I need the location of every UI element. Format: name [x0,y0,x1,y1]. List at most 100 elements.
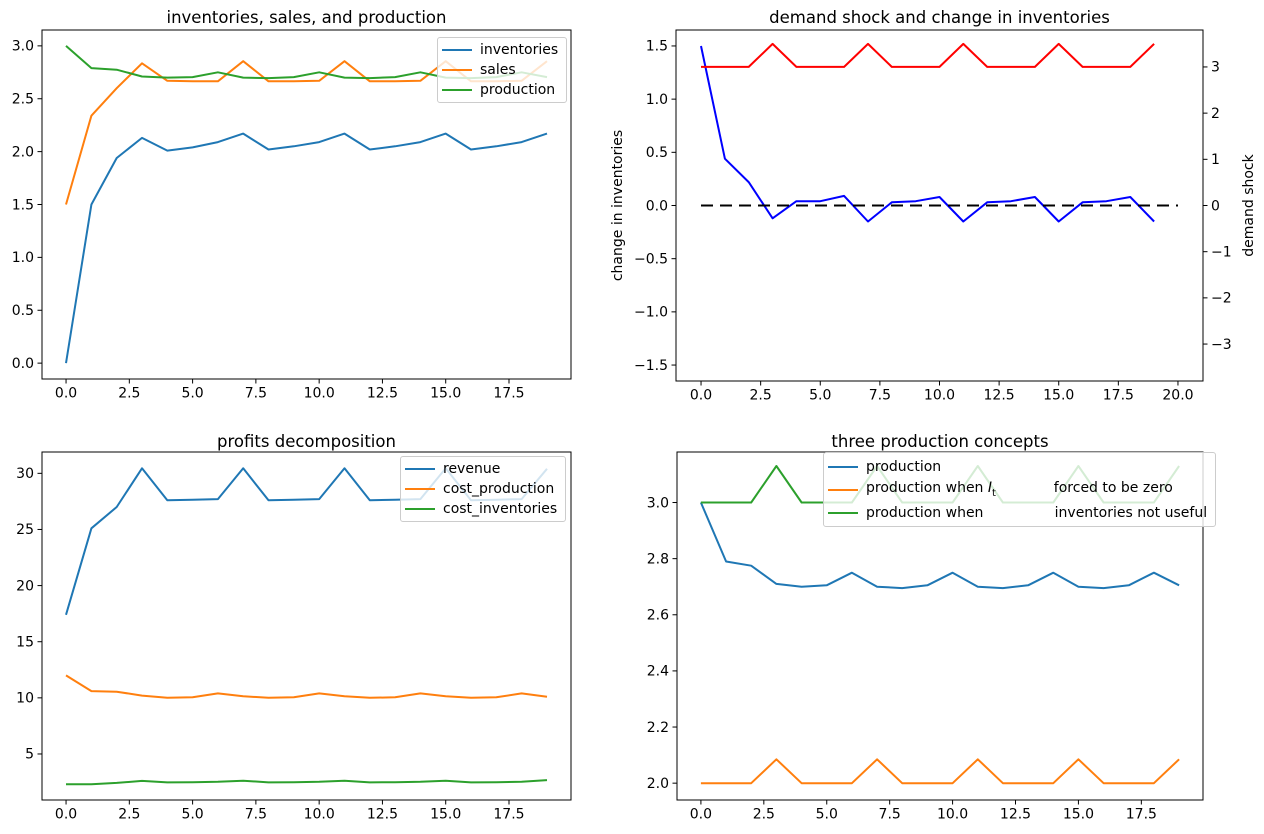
x-tick-label: 7.5 [869,388,891,404]
right-axis-label: demand shock [1241,153,1257,256]
legend-entry: revenue [405,459,557,479]
subplot-demand-shock-change-in-inventories: 0.0 2.5 5.0 7.5 10.0 12.5 15.0 17.5 20.0 −1.5 −1.0… [610,0,1264,417]
x-tick-label: 15.0 [1063,807,1094,823]
y-tick-label: 2.0 [647,776,669,792]
subplot-inventories-sales-production: 0.0 2.5 5.0 7.5 10.0 12.5 15.0 17.5 0.0 0.5 1.0 1.5… [0,0,632,417]
legend-line-sample-icon [405,488,435,490]
y-tick-label: 25 [16,522,34,538]
legend-label: inventories [480,42,559,58]
legend-line-sample-icon [828,511,858,514]
x-tick-label: 12.5 [367,386,398,402]
legend-line-sample-icon [442,69,472,71]
x-tick-label: 5.0 [181,807,203,823]
legend-label: cost_inventories [443,501,558,517]
x-tick-label: 0.0 [690,807,712,823]
y-tick-label: 20 [16,578,34,594]
x-tick-label: 12.5 [984,388,1015,404]
y2-tick-label: −1 [1211,244,1232,260]
series-inventories-line [65,132,548,364]
legend-line-sample-icon [828,465,858,468]
subplot-three-production-concepts: 0.0 2.5 5.0 7.5 10.0 12.5 15.0 17.5 2.0 2.2 2.4 2.6… [632,417,1264,834]
x-tick-label: 0.0 [55,386,77,402]
x-tick-label: 5.0 [809,388,831,404]
y-tick-label: 15 [16,634,34,650]
legend-label-text: forced to be zero [995,480,1173,497]
y-tick-label: −1.0 [634,305,668,321]
x-tick-label: 17.5 [1126,807,1157,823]
chart-layer: 0.0 2.5 5.0 7.5 10.0 12.5 15.0 17.5 20.0−1.5−1.0… [634,29,1232,404]
legend-line-sample-icon [442,89,472,91]
y-tick-label: 1.5 [646,39,668,55]
x-tick-label: 5.0 [816,807,838,823]
series-cost_production-line [65,674,548,699]
axes-title: three production concepts [831,432,1048,451]
x-tick-label: 20.0 [1162,388,1193,404]
x-tick-label: 7.5 [245,807,267,823]
x-tick-label: 2.5 [118,386,140,402]
legend-label: revenue [443,461,501,477]
chart-layer: 0.0 2.5 5.0 7.5 10.0 12.5 15.0 17.5 5 10 15 20 25 30 [16,451,572,823]
legend-entry: cost_inventories [405,499,557,519]
x-tick-label: 10.0 [304,386,335,402]
legend-entry: inventories [442,40,558,60]
x-tick-label: 15.0 [430,807,461,823]
series-change-in-inventories-line [700,45,1155,223]
x-tick-label: 5.0 [181,386,203,402]
series-cost_inventories-line [66,779,548,786]
x-tick-label: 2.5 [118,807,140,823]
legend-line-sample-icon [828,488,858,491]
x-tick-label: 17.5 [1103,388,1134,404]
subplot-profits-decomposition: 0.0 2.5 5.0 7.5 10.0 12.5 15.0 17.5 5 10 15 20 25 30 … [0,417,632,834]
x-tick-label: 10.0 [304,807,335,823]
legend-entry: cost_production [405,479,557,499]
legend-line-sample-icon [405,468,435,470]
x-tick-label: 7.5 [245,386,267,402]
y2-tick-label: 0 [1211,198,1220,214]
y-tick-label: 0.0 [12,356,34,372]
y-tick-label: 2.5 [12,92,34,108]
y-tick-label: −0.5 [634,251,668,267]
legend-entry: production when It forced to be zero [828,478,1207,501]
legend-label: production [480,82,556,98]
y-tick-label: 3.0 [12,39,34,55]
chart-layer: 0.0 2.5 5.0 7.5 10.0 12.5 15.0 17.5 0.0 0.5 1.0 1.5… [12,29,572,402]
y2-tick-label: 3 [1211,60,1220,76]
series-production-when-It-forced-to-be-zero-line [700,758,1180,785]
y2-tick-label: 1 [1211,152,1220,168]
x-tick-label: 12.5 [1000,807,1031,823]
legend-label-text: production when [866,480,988,497]
x-tick-label: 2.5 [750,388,772,404]
axes-title: profits decomposition [217,432,396,451]
y-tick-label: 0.0 [646,198,668,214]
y-tick-label: 2.8 [647,551,669,567]
y2-tick-label: −2 [1211,291,1232,307]
x-tick-label: 7.5 [879,807,901,823]
y-tick-label: 1.5 [12,197,34,213]
legend-label-text: inventories not useful [983,504,1208,521]
chart-layer: 0.0 2.5 5.0 7.5 10.0 12.5 15.0 17.5 2.0 2.2 2.4 2.6… [647,451,1204,823]
x-tick-label: 10.0 [924,388,955,404]
math-subscript: t [992,487,996,499]
axes-inventories-sales-production: 0.0 2.5 5.0 7.5 10.0 12.5 15.0 17.5 0.0 0.5 1.0 1.5… [12,8,572,402]
y-tick-label: 1.0 [646,92,668,108]
y-tick-label: 5 [25,747,34,763]
x-tick-label: 0.0 [55,807,77,823]
legend-label-text: production when [866,504,984,521]
y-tick-label: 2.6 [647,608,669,624]
y-tick-label: 0.5 [12,303,34,319]
axes-title: inventories, sales, and production [166,8,446,27]
y-tick-label: 30 [16,466,34,482]
legend-label: production [866,458,942,475]
y2-tick-label: −3 [1211,337,1232,353]
legend-line-sample-icon [442,49,472,51]
y-tick-label: 2.0 [12,144,34,160]
legend: production production when It forced to b… [823,452,1217,527]
x-tick-label: 15.0 [1043,388,1074,404]
x-tick-label: 0.0 [690,388,712,404]
axes-profits-decomposition: 0.0 2.5 5.0 7.5 10.0 12.5 15.0 17.551015202530 … [16,432,572,823]
axes-three-production-concepts: 0.0 2.5 5.0 7.5 10.0 12.5 15.0 17.5 2.0 2.2 2.4 2.6… [647,432,1204,823]
legend-label: sales [480,62,516,78]
legend-line-sample-icon [405,508,435,510]
series-demand-shock-line [701,42,1155,68]
